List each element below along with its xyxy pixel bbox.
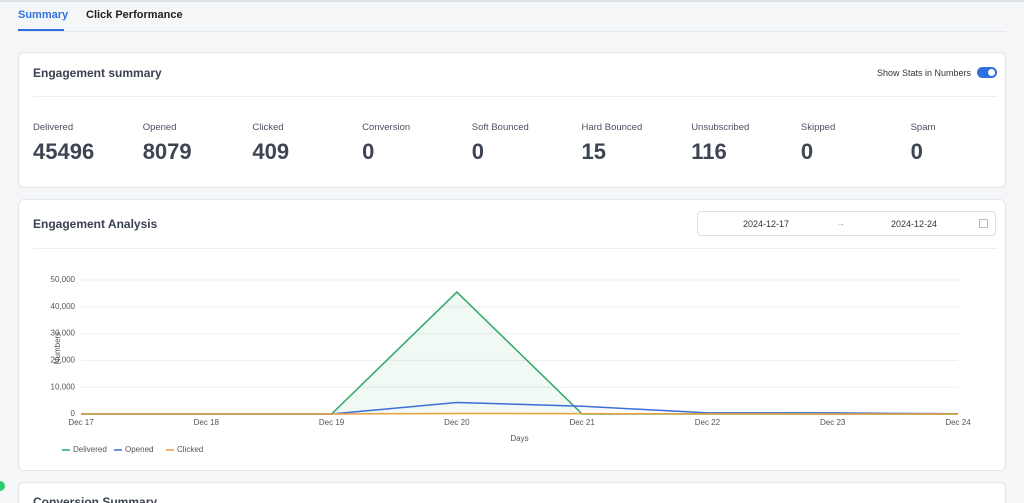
line bbox=[81, 412, 959, 415]
x-tick-label: Dec 23 bbox=[820, 418, 846, 427]
x-tick-label: Dec 21 bbox=[569, 418, 595, 427]
stat-value: 116 bbox=[691, 139, 727, 164]
tab-underline bbox=[18, 29, 64, 31]
stat-value: 0 bbox=[800, 139, 814, 164]
legend-label: Delivered bbox=[73, 445, 107, 454]
stat-value: 0 bbox=[362, 139, 375, 164]
conversion-card bbox=[18, 482, 1006, 503]
y-tick-label: 40,000 bbox=[51, 302, 76, 311]
stat-label: Hard Bounced bbox=[581, 122, 643, 133]
x-tick-label: Dec 22 bbox=[695, 418, 721, 427]
toggle-knob bbox=[988, 69, 995, 76]
arrow-icon: → bbox=[836, 218, 845, 228]
analysis-card bbox=[18, 199, 1006, 471]
card-title: Engagement summary bbox=[33, 66, 162, 80]
tab-divider bbox=[18, 31, 1006, 32]
x-tick-label: Dec 18 bbox=[194, 418, 220, 427]
y-tick-label: 10,000 bbox=[51, 382, 76, 391]
x-tick-label: Dec 19 bbox=[319, 418, 345, 427]
y-tick-label: 30,000 bbox=[51, 329, 76, 338]
x-tick-label: Dec 24 bbox=[945, 418, 971, 427]
divider bbox=[33, 96, 997, 97]
legend-label: Opened bbox=[125, 445, 153, 454]
stat-value: 0 bbox=[910, 139, 923, 164]
y-tick-label: 20,000 bbox=[51, 356, 76, 365]
calendar-icon bbox=[979, 219, 988, 228]
divider bbox=[33, 248, 997, 249]
date-range-picker[interactable]: 2024-12-17 → 2024-12-24 bbox=[697, 211, 996, 236]
stat-label: Unsubscribed bbox=[691, 122, 750, 133]
stat-value: 409 bbox=[252, 139, 290, 164]
x-tick-label: Dec 17 bbox=[68, 418, 94, 427]
card-title: Conversion Summary bbox=[33, 495, 158, 503]
stat-value: 15 bbox=[581, 139, 606, 164]
stat-label: Skipped bbox=[800, 122, 836, 133]
stat-value: 0 bbox=[471, 139, 485, 164]
y-axis-label: Numbers bbox=[53, 332, 62, 364]
stat-label: Spam bbox=[910, 122, 936, 133]
y-tick-label: 0 bbox=[71, 409, 76, 418]
stat-value: 45496 bbox=[33, 139, 95, 164]
stat-label: Opened bbox=[142, 122, 177, 133]
tab[interactable]: Click Performance bbox=[86, 9, 183, 21]
stat-label: Conversion bbox=[362, 122, 411, 133]
stat-label: Soft Bounced bbox=[471, 122, 529, 133]
tab[interactable]: Summary bbox=[18, 9, 69, 21]
stat-label: Clicked bbox=[252, 122, 284, 133]
x-tick-label: Dec 20 bbox=[444, 418, 470, 427]
toggle[interactable] bbox=[977, 67, 997, 78]
card-title: Engagement Analysis bbox=[33, 217, 158, 231]
date-end[interactable]: 2024-12-24 bbox=[891, 219, 938, 229]
summary-card bbox=[18, 52, 1006, 188]
y-tick-label: 50,000 bbox=[51, 275, 76, 284]
toggle-label: Show Stats in Numbers bbox=[877, 68, 972, 78]
stat-label: Delivered bbox=[33, 122, 74, 133]
top-border bbox=[0, 0, 1024, 2]
legend-label: Clicked bbox=[177, 445, 203, 454]
date-start[interactable]: 2024-12-17 bbox=[743, 219, 790, 229]
x-axis-label: Days bbox=[510, 434, 528, 443]
stat-value: 8079 bbox=[142, 139, 192, 164]
status-dot bbox=[0, 481, 5, 491]
